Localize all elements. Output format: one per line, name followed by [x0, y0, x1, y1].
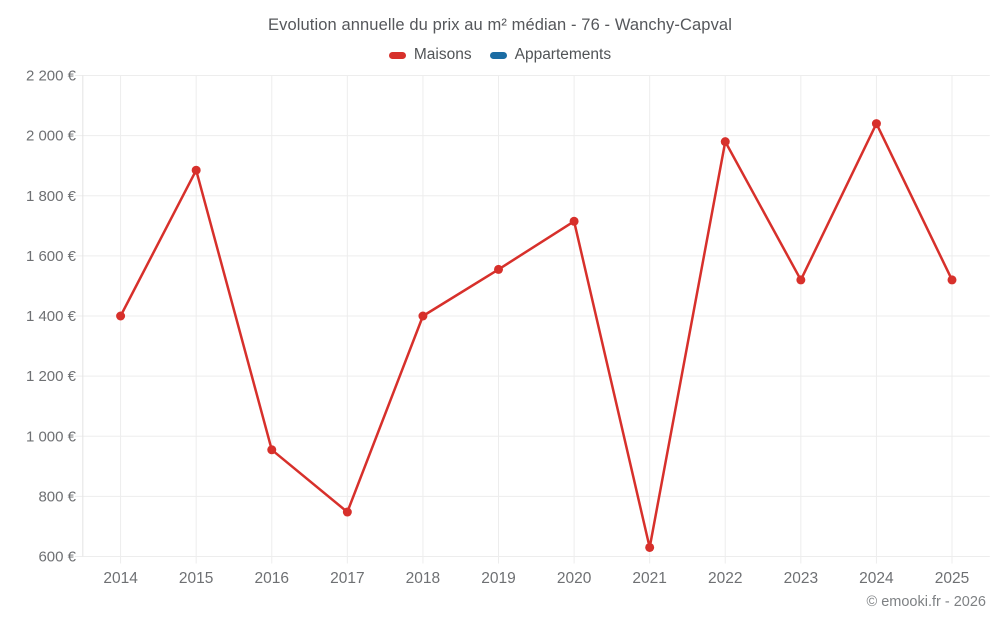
x-tick-label: 2022	[708, 570, 742, 587]
y-tick-label: 1 200 €	[26, 368, 77, 385]
maisons-data-point[interactable]	[342, 507, 352, 517]
maisons-data-point[interactable]	[116, 311, 126, 321]
x-tick-label: 2016	[255, 570, 289, 587]
legend-label-maisons: Maisons	[413, 46, 472, 63]
maisons-legend-swatch-icon	[388, 51, 406, 59]
x-tick-label: 2020	[557, 570, 592, 587]
maisons-line	[119, 122, 954, 549]
maisons-data-point[interactable]	[871, 119, 881, 129]
y-tick-label: 2 000 €	[26, 128, 77, 145]
legend-label-appartements: Appartements	[514, 46, 612, 63]
y-tick-label: 1 400 €	[26, 308, 77, 325]
y-tick-label: 2 200 €	[26, 68, 77, 85]
x-tick-label: 2014	[103, 570, 138, 587]
legend-item-appartements[interactable]: Appartements	[489, 46, 612, 64]
maisons-data-point[interactable]	[418, 311, 428, 321]
copyright-text: © emooki.fr - 2026	[866, 594, 986, 610]
y-tick-label: 1 600 €	[26, 248, 77, 265]
x-tick-label: 2024	[859, 570, 894, 587]
maisons-data-point[interactable]	[645, 542, 655, 552]
x-tick-label: 2021	[632, 570, 666, 587]
y-tick-label: 800 €	[38, 488, 76, 505]
x-tick-label: 2018	[406, 570, 440, 587]
maisons-data-point[interactable]	[720, 137, 730, 147]
y-tick-label: 1 000 €	[26, 428, 77, 445]
y-tick-label: 1 800 €	[26, 188, 77, 205]
maisons-data-point[interactable]	[796, 275, 806, 285]
x-tick-label: 2015	[179, 570, 213, 587]
x-tick-label: 2017	[330, 570, 364, 587]
maisons-data-point[interactable]	[494, 264, 504, 274]
maisons-data-point[interactable]	[191, 165, 201, 175]
maisons-data-point[interactable]	[569, 216, 579, 226]
appartements-legend-swatch-icon	[489, 51, 507, 59]
maisons-data-point[interactable]	[947, 275, 957, 285]
x-tick-label: 2025	[935, 570, 969, 587]
x-tick-label: 2023	[784, 570, 818, 587]
legend-item-maisons[interactable]: Maisons	[388, 46, 472, 64]
chart-legend: Maisons Appartements	[0, 46, 1000, 64]
y-tick-label: 600 €	[38, 549, 76, 566]
chart-title: Evolution annuelle du prix au m² médian …	[268, 16, 732, 34]
maisons-data-point[interactable]	[267, 445, 277, 455]
x-tick-label: 2019	[481, 570, 515, 587]
